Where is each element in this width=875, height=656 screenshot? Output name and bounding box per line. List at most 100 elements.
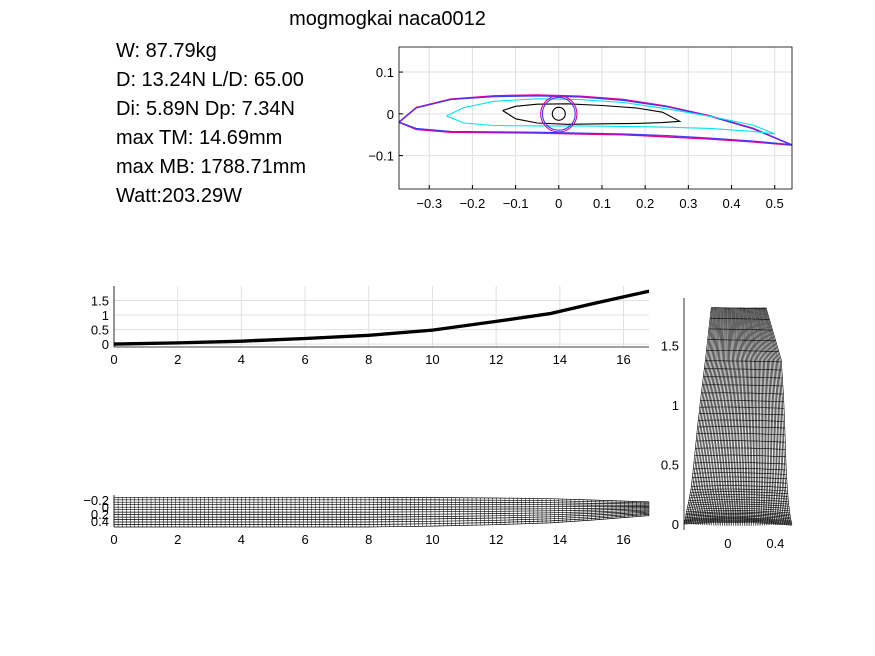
- plot-area: [399, 47, 792, 189]
- x-tick-label: 10: [425, 352, 439, 367]
- front-view-line: [736, 307, 744, 526]
- y-tick-label: 0.5: [661, 458, 679, 473]
- front-view-line: [725, 307, 736, 526]
- x-tick-label: −0.2: [460, 196, 486, 211]
- x-tick-label: 6: [301, 532, 308, 547]
- front-view-line: [713, 307, 727, 526]
- front-view-line: [739, 307, 746, 526]
- front-view-section: [684, 520, 792, 525]
- front-view-line: [745, 307, 754, 526]
- front-view-section: [698, 419, 785, 422]
- x-tick-label: 14: [553, 532, 567, 547]
- front-view-line: [698, 307, 719, 525]
- front-view-section: [687, 505, 790, 509]
- front-view-line: [729, 307, 738, 526]
- y-tick-label: 0.2: [91, 507, 109, 522]
- front-view-section: [694, 454, 786, 458]
- airfoil-section-magenta: [399, 94, 792, 146]
- airfoil-section-cyan: [446, 98, 775, 135]
- front-view-line: [718, 307, 731, 526]
- front-view-line: [724, 307, 735, 526]
- x-tick-label: 2: [174, 532, 181, 547]
- front-view-section: [685, 515, 791, 520]
- front-view-line: [754, 307, 771, 526]
- front-view-section: [684, 519, 792, 523]
- front-view-line: [722, 307, 733, 526]
- front-view-line: [747, 307, 756, 526]
- front-view-section: [692, 472, 787, 475]
- front-view-section: [684, 518, 792, 522]
- stat-power: Watt:203.29W: [116, 185, 242, 207]
- airfoil-curves: [399, 94, 792, 146]
- x-tick-label: 12: [489, 532, 503, 547]
- front-view-section: [690, 488, 788, 492]
- stat-max-mb: max MB: 1788.71mm: [116, 156, 307, 178]
- y-tick-label: −0.2: [83, 493, 109, 508]
- front-view-section: [699, 406, 785, 409]
- front-view-section: [685, 517, 791, 521]
- front-view-section: [683, 521, 793, 526]
- y-tick-label: 1.5: [91, 294, 109, 309]
- x-tick-label: 12: [489, 352, 503, 367]
- front-view-line: [738, 307, 745, 526]
- spar-circle-black: [551, 106, 566, 121]
- front-view-section: [686, 511, 790, 515]
- stat-weight: W: 87.79kg: [116, 40, 217, 62]
- front-view-section: [703, 376, 783, 379]
- front-view-line: [740, 307, 747, 526]
- x-tick-label: 4: [238, 352, 245, 367]
- front-view-line: [733, 307, 741, 526]
- x-tick-label: 4: [238, 532, 245, 547]
- front-view-line: [741, 307, 749, 526]
- front-view-section: [692, 476, 787, 480]
- front-view-line: [760, 307, 782, 525]
- x-tick-label: 10: [425, 532, 439, 547]
- x-tick-label: 6: [301, 352, 308, 367]
- front-view-section: [704, 368, 782, 371]
- front-view-line: [753, 307, 769, 526]
- front-view-line: [761, 307, 785, 525]
- front-view-section: [711, 307, 766, 309]
- front-view-section: [688, 499, 789, 502]
- front-view-section: [691, 480, 787, 484]
- front-view-section: [696, 440, 786, 443]
- front-view-line: [748, 307, 758, 526]
- x-tick-label: 0: [724, 536, 731, 551]
- x-tick-label: −0.1: [503, 196, 529, 211]
- front-view-section: [710, 317, 770, 320]
- front-view-section: [689, 493, 788, 497]
- front-view-section: [684, 520, 792, 524]
- front-view-section: [689, 496, 789, 500]
- front-view-line: [692, 307, 717, 525]
- front-view-section: [701, 392, 784, 395]
- front-view-section: [687, 503, 789, 507]
- x-tick-label: 0.3: [679, 196, 697, 211]
- front-view-section: [706, 350, 779, 352]
- front-view-line: [744, 307, 753, 526]
- x-tick-label: 8: [365, 352, 372, 367]
- front-view-line: [696, 307, 719, 525]
- y-tick-label: 0.5: [91, 323, 109, 338]
- y-tick-label: 1: [102, 308, 109, 323]
- x-tick-label: 0: [555, 196, 562, 211]
- y-tick-label: 0.1: [376, 65, 394, 80]
- front-view-line: [716, 307, 729, 526]
- front-view-section: [685, 513, 791, 517]
- airfoil-section-blue: [399, 95, 792, 146]
- x-tick-label: 0.2: [636, 196, 654, 211]
- stats-block: W: 87.79kg D: 13.24N L/D: 65.00 Di: 5.89…: [116, 37, 306, 211]
- spar-circle-magenta: [540, 95, 578, 133]
- x-tick-label: 0.4: [766, 536, 784, 551]
- front-view-line: [694, 307, 718, 525]
- x-tick-label: 0.4: [722, 196, 740, 211]
- plot-frame: [398, 46, 793, 190]
- stat-max-tm: max TM: 14.69mm: [116, 127, 283, 149]
- airfoil-section-black: [502, 103, 682, 125]
- front-view-line: [714, 307, 728, 526]
- front-view-line: [720, 307, 732, 526]
- front-view-section: [708, 328, 773, 331]
